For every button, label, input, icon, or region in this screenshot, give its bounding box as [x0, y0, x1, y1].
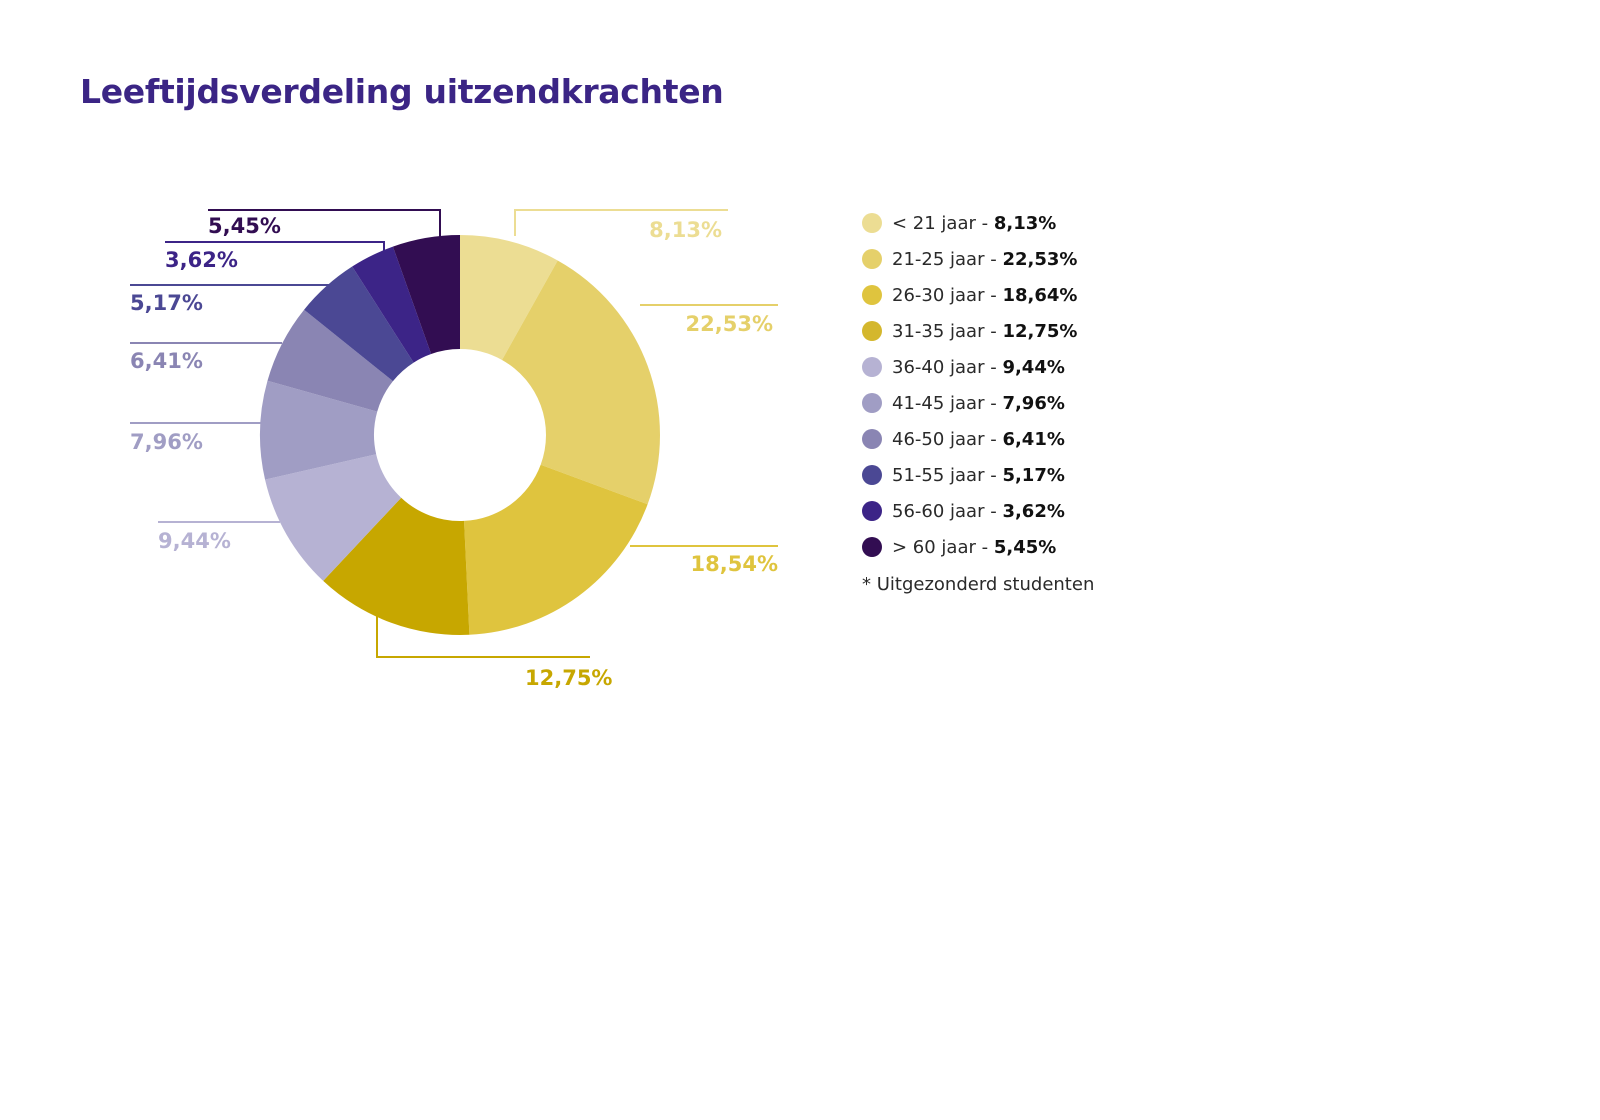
legend-swatch — [862, 465, 882, 485]
legend-label: 51-55 jaar - — [892, 464, 1003, 486]
legend-footnote: * Uitgezonderd studenten — [862, 574, 1095, 595]
data-label: 12,75% — [525, 666, 612, 690]
legend-swatch — [862, 357, 882, 377]
legend-label: 46-50 jaar - — [892, 428, 1003, 450]
legend-value: 12,75% — [1002, 320, 1078, 342]
legend-item: 36-40 jaar - 9,44% — [862, 349, 1094, 385]
donut-slices — [260, 235, 660, 635]
donut-slice — [265, 454, 402, 581]
legend-value: 5,17% — [1002, 464, 1065, 486]
callout-line — [514, 209, 728, 236]
legend-value: 18,64% — [1002, 284, 1078, 306]
callout-line — [376, 612, 590, 658]
legend-label: < 21 jaar - — [892, 212, 994, 234]
legend-swatch — [862, 537, 882, 557]
legend-value: 3,62% — [1002, 500, 1065, 522]
data-label: 22,53% — [686, 312, 773, 336]
legend-item: 26-30 jaar - 18,64% — [862, 277, 1094, 313]
legend-label: 21-25 jaar - — [892, 248, 1003, 270]
legend-label: > 60 jaar - — [892, 536, 994, 558]
callout-labels: 8,13% 22,53% 18,54% 12,75% 9,44% 7,96% 6,41% 5,… — [130, 214, 778, 690]
legend-value: 8,13% — [993, 212, 1057, 234]
donut-chart: 8,13% 22,53% 18,54% 12,75% 9,44% 7,96% 6,41% 5,… — [130, 209, 778, 690]
legend-label: 36-40 jaar - — [892, 356, 1003, 378]
donut-slice — [392, 235, 460, 354]
legend-label: 26-30 jaar - — [892, 284, 1003, 306]
donut-slice — [502, 260, 660, 505]
legend-item: > 60 jaar - 5,45% — [862, 529, 1094, 565]
legend-value: 7,96% — [1002, 392, 1065, 414]
legend-value: 22,53% — [1002, 248, 1078, 270]
legend-item: 46-50 jaar - 6,41% — [862, 421, 1094, 457]
legend-item: 41-45 jaar - 7,96% — [862, 385, 1094, 421]
chart-title: Leeftijdsverdeling uitzendkrachten — [80, 72, 724, 111]
legend-swatch — [862, 429, 882, 449]
legend-item: < 21 jaar - 8,13% — [862, 205, 1094, 241]
data-label: 3,62% — [165, 248, 238, 272]
legend-swatch — [862, 393, 882, 413]
legend-value: 9,44% — [1002, 356, 1065, 378]
legend-swatch — [862, 249, 882, 269]
legend-item: 51-55 jaar - 5,17% — [862, 457, 1094, 493]
legend-label: 56-60 jaar - — [892, 500, 1003, 522]
donut-slice — [267, 309, 393, 412]
data-label: 6,41% — [130, 349, 203, 373]
legend-swatch — [862, 285, 882, 305]
donut-slice — [460, 235, 558, 360]
data-label: 8,13% — [649, 218, 722, 242]
callout-lines — [130, 209, 778, 658]
donut-slice — [323, 497, 470, 635]
donut-slice — [260, 380, 378, 480]
data-label: 7,96% — [130, 430, 203, 454]
legend-swatch — [862, 321, 882, 341]
legend-label: 31-35 jaar - — [892, 320, 1003, 342]
callout-line — [165, 241, 385, 257]
legend-item: 31-35 jaar - 12,75% — [862, 313, 1094, 349]
data-label: 9,44% — [158, 529, 231, 553]
legend-items: < 21 jaar - 8,13% 21-25 jaar - 22,53% 26-3… — [862, 205, 1094, 565]
callout-line — [208, 209, 441, 238]
donut-slice — [352, 246, 432, 363]
legend-item: 21-25 jaar - 22,53% — [862, 241, 1094, 277]
data-label: 5,17% — [130, 291, 203, 315]
legend-swatch — [862, 213, 882, 233]
donut-slice — [464, 464, 648, 635]
legend-swatch — [862, 501, 882, 521]
donut-slice — [304, 266, 414, 382]
chart-legend: < 21 jaar - 8,13% 21-25 jaar - 22,53% 26-3… — [862, 205, 1094, 603]
data-label: 5,45% — [208, 214, 281, 238]
data-label: 18,54% — [691, 552, 778, 576]
legend-value: 6,41% — [1002, 428, 1065, 450]
legend-item: 56-60 jaar - 3,62% — [862, 493, 1094, 529]
legend-value: 5,45% — [993, 536, 1057, 558]
legend-label: 41-45 jaar - — [892, 392, 1003, 414]
